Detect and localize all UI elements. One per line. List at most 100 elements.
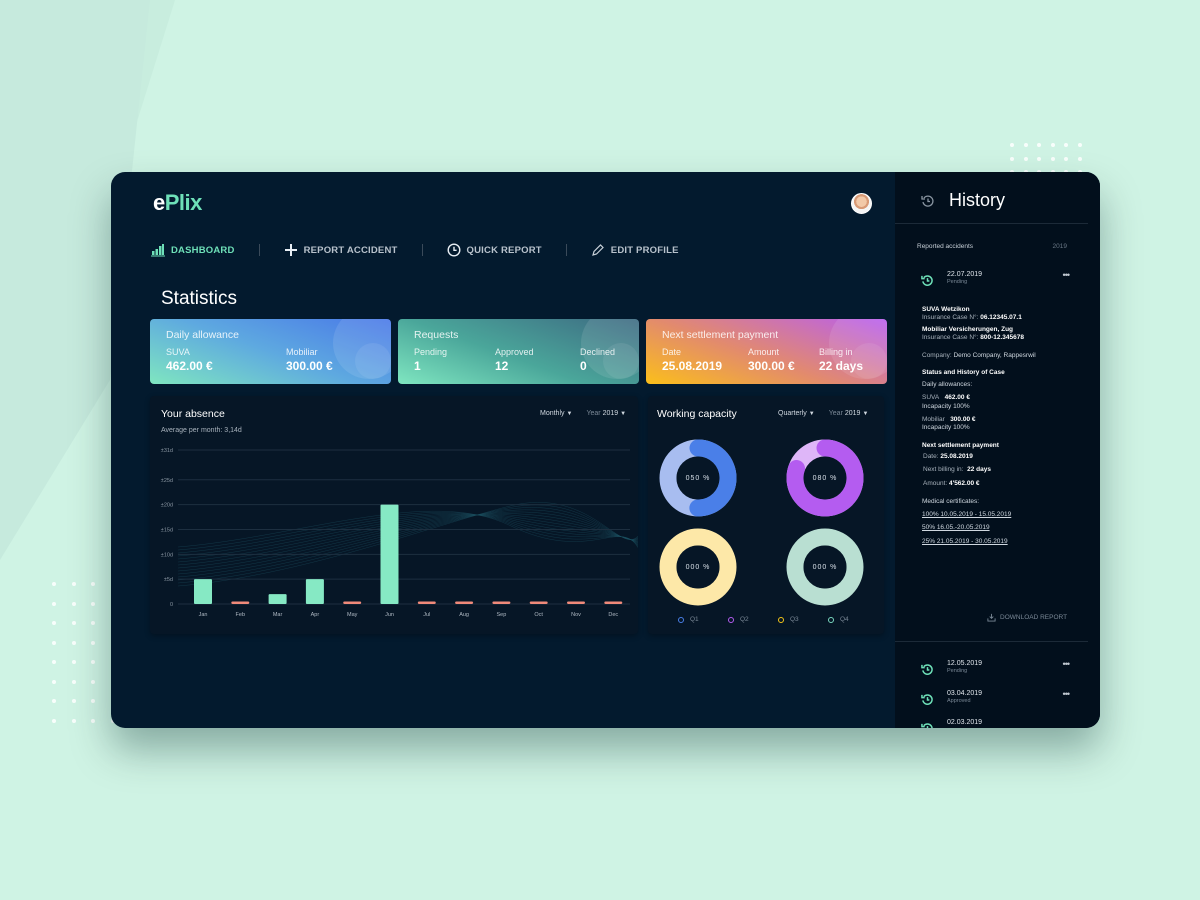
- certificate-link[interactable]: 25% 21.05.2019 - 30.05.2019: [922, 537, 1008, 545]
- divider: [895, 223, 1088, 224]
- donut-q1[interactable]: 050 %: [658, 438, 738, 518]
- svg-text:±20d: ±20d: [161, 503, 173, 509]
- svg-text:Aug: Aug: [459, 612, 469, 618]
- card-title: Daily allowance: [166, 329, 239, 341]
- bar[interactable]: [567, 601, 585, 605]
- daily-allowance-card[interactable]: Daily allowance SUVA 462.00 € Mobiliar 300…: [150, 319, 391, 384]
- donut-value: 000 %: [685, 563, 711, 571]
- absence-title: Your absence: [161, 408, 225, 420]
- history-icon: [921, 195, 934, 207]
- nav-divider: [421, 244, 423, 256]
- card-title: Next settlement payment: [662, 329, 779, 341]
- history-entry[interactable]: 22.07.2019 Pending •••: [921, 270, 1071, 287]
- settlement-date: 25.08.2019: [662, 359, 723, 373]
- absence-average: Average per month: 3,14d: [161, 427, 242, 434]
- summary-cards: Daily allowance SUVA 462.00 € Mobiliar 300…: [150, 319, 887, 384]
- donut-q4[interactable]: 000 %: [785, 527, 865, 607]
- history-entry[interactable]: 02.03.2019: [921, 719, 1069, 728]
- svg-text:±10d: ±10d: [161, 552, 173, 558]
- legend-q3: Q3: [778, 616, 828, 623]
- history-icon: [921, 275, 933, 286]
- history-title: History: [949, 190, 1006, 210]
- svg-text:Sep: Sep: [497, 612, 507, 618]
- bar[interactable]: [231, 601, 250, 605]
- history-sidebar: History Reported accidents 2019 22.07.20…: [895, 172, 1100, 728]
- bar[interactable]: [194, 579, 212, 604]
- donut-q3[interactable]: 000 %: [658, 527, 738, 607]
- settlement-card[interactable]: Next settlement payment Date 25.08.2019 A…: [646, 319, 887, 384]
- main-area: ePlix DASHBOARD REPORT ACCIDENT QUICK RE…: [111, 172, 894, 728]
- page-title: Statistics: [161, 288, 238, 309]
- svg-text:0: 0: [170, 602, 173, 608]
- bar-chart-icon: [151, 244, 165, 257]
- clock-icon: [447, 243, 461, 257]
- bar[interactable]: [268, 594, 287, 604]
- absence-filters: Monthly ▼ Year 2019 ▼: [540, 410, 626, 417]
- donut-q2[interactable]: 080 %: [785, 438, 865, 518]
- legend-q1: Q1: [678, 616, 728, 623]
- divider: [895, 641, 1088, 642]
- declined-count: 0: [580, 359, 587, 373]
- svg-text:Jan: Jan: [199, 612, 208, 618]
- bar[interactable]: [492, 601, 511, 605]
- working-capacity-panel: Working capacity Quarterly ▼ Year 2019 ▼ 0…: [648, 396, 884, 634]
- caret-down-icon: ▼: [808, 411, 815, 417]
- history-entry[interactable]: 03.04.2019 Approved •••: [921, 689, 1071, 706]
- period-dropdown[interactable]: Quarterly ▼: [778, 410, 815, 417]
- bar[interactable]: [305, 579, 324, 604]
- requests-card[interactable]: Requests Pending 1 Approved 12 Declined 0: [398, 319, 639, 384]
- donut-value: 000 %: [812, 563, 838, 571]
- nav-edit-profile[interactable]: EDIT PROFILE: [591, 243, 679, 257]
- pending-count: 1: [414, 359, 421, 373]
- history-entry[interactable]: 12.05.2019 Pending •••: [921, 659, 1071, 676]
- bar[interactable]: [604, 601, 623, 605]
- svg-text:Mar: Mar: [273, 612, 283, 618]
- case-details: SUVA Wetzikon Insurance Case N°: 06.1234…: [922, 306, 1036, 545]
- nav-report-accident[interactable]: REPORT ACCIDENT: [284, 243, 398, 257]
- certificate-link[interactable]: 50% 16.05.-20.05.2019: [922, 524, 990, 532]
- card-title: Requests: [414, 329, 459, 341]
- history-icon: [921, 723, 933, 728]
- more-options-icon[interactable]: •••: [1062, 689, 1071, 699]
- reported-accidents-header: Reported accidents 2019: [917, 243, 1067, 250]
- download-report-button[interactable]: DOWNLOAD REPORT: [987, 613, 1067, 622]
- nav-divider: [258, 244, 260, 256]
- plus-icon: [284, 244, 297, 256]
- nav-quick-report[interactable]: QUICK REPORT: [447, 243, 542, 257]
- svg-text:Apr: Apr: [311, 612, 320, 618]
- absence-bar-chart: 0 ±5d ±10d ±15d ±20d ±25d ±31d Jan Feb Mar Apr May J…: [161, 448, 638, 618]
- logo[interactable]: ePlix: [153, 190, 202, 215]
- main-nav: DASHBOARD REPORT ACCIDENT QUICK REPORT E…: [151, 240, 679, 260]
- caret-down-icon: ▼: [862, 411, 869, 417]
- donut-legend: Q1 Q2 Q3 Q4: [678, 616, 878, 623]
- bar[interactable]: [417, 601, 436, 605]
- certificate-link[interactable]: 100% 10.05.2019 - 15.05.2019: [922, 511, 1012, 518]
- svg-text:±25d: ±25d: [161, 478, 173, 484]
- donut-value: 050 %: [685, 474, 711, 482]
- more-options-icon[interactable]: •••: [1062, 659, 1071, 669]
- period-dropdown[interactable]: Monthly ▼: [540, 410, 573, 417]
- legend-q2: Q2: [728, 616, 778, 623]
- nav-divider: [565, 244, 567, 256]
- bar[interactable]: [455, 601, 474, 605]
- suva-value: 462.00 €: [166, 359, 213, 373]
- svg-text:±15d: ±15d: [161, 527, 173, 533]
- bar[interactable]: [529, 601, 548, 605]
- bar[interactable]: [380, 504, 399, 604]
- year-dropdown[interactable]: Year 2019 ▼: [586, 410, 627, 417]
- year-dropdown[interactable]: Year 2019 ▼: [828, 410, 869, 417]
- history-icon: [921, 694, 933, 705]
- more-options-icon[interactable]: •••: [1062, 270, 1071, 280]
- nav-dashboard[interactable]: DASHBOARD: [151, 243, 235, 257]
- app-window: ePlix DASHBOARD REPORT ACCIDENT QUICK RE…: [111, 172, 1100, 728]
- avatar[interactable]: [851, 193, 872, 214]
- settlement-amount: 300.00 €: [748, 359, 795, 373]
- svg-text:Jul: Jul: [423, 612, 430, 618]
- caret-down-icon: ▼: [620, 411, 627, 417]
- svg-text:Feb: Feb: [236, 612, 245, 618]
- donut-value: 080 %: [812, 474, 838, 482]
- bar[interactable]: [343, 601, 362, 605]
- absence-panel: Your absence Average per month: 3,14d Mo…: [150, 396, 638, 634]
- download-icon: [987, 613, 996, 622]
